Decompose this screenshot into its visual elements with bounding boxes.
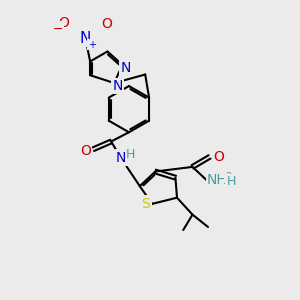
Text: H: H xyxy=(126,148,135,161)
Text: NH: NH xyxy=(207,173,228,187)
Text: N: N xyxy=(120,61,131,75)
Text: N: N xyxy=(112,79,122,93)
Text: +: + xyxy=(88,40,96,50)
Text: N: N xyxy=(80,31,91,46)
Text: N: N xyxy=(116,151,126,165)
Text: O: O xyxy=(58,16,69,30)
Text: H: H xyxy=(226,175,236,188)
Text: 2: 2 xyxy=(225,172,231,182)
Text: O: O xyxy=(80,144,91,158)
Text: −: − xyxy=(52,22,63,36)
Text: O: O xyxy=(102,17,112,32)
Text: O: O xyxy=(213,150,224,164)
Text: S: S xyxy=(142,197,150,211)
